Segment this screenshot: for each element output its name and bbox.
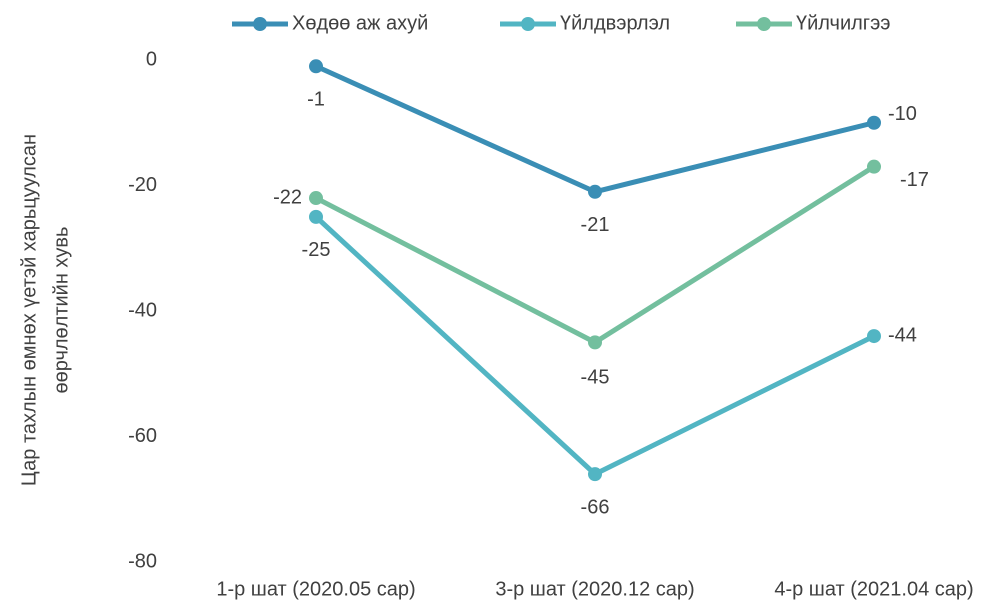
- legend-marker: [253, 17, 267, 31]
- y-tick-label: -40: [128, 299, 157, 321]
- series-line: [314, 63, 875, 195]
- data-label: -17: [900, 169, 929, 191]
- point: [588, 184, 602, 199]
- y-tick-label: -20: [128, 174, 157, 196]
- legend-label: Үйлчилгээ: [796, 12, 891, 34]
- point: [867, 329, 881, 344]
- y-tick-label: -60: [128, 425, 157, 447]
- data-label: -22: [273, 186, 302, 208]
- x-tick-label: 4-р шат (2021.04 сар): [774, 578, 973, 600]
- x-tick-label: 3-р шат (2020.12 сар): [495, 578, 694, 600]
- point: [309, 191, 323, 206]
- legend-marker: [757, 17, 771, 31]
- data-label: -44: [888, 324, 917, 346]
- data-label: -1: [307, 89, 325, 111]
- data-label: -45: [581, 367, 610, 389]
- point: [309, 209, 323, 224]
- legend-marker: [521, 17, 535, 31]
- data-label: -10: [888, 103, 917, 125]
- x-tick-label: 1-р шат (2020.05 сар): [216, 578, 415, 600]
- point: [309, 59, 323, 74]
- y-tick-label: 0: [146, 48, 157, 70]
- point: [588, 335, 602, 350]
- y-axis-label: Цар тахлын өмнөх үетэй харьцуулсан: [18, 134, 40, 486]
- point: [588, 467, 602, 482]
- legend-label: Хөдөө аж ахуй: [292, 12, 428, 34]
- legend-label: Үйлдвэрлэл: [560, 12, 670, 34]
- y-tick-label: -80: [128, 550, 157, 572]
- data-label: -66: [581, 496, 610, 518]
- y-axis-label: өөрчлөлтийн хувь: [50, 227, 72, 394]
- data-label: -25: [302, 239, 331, 261]
- point: [867, 115, 881, 130]
- point: [867, 159, 881, 174]
- data-label: -21: [581, 214, 610, 236]
